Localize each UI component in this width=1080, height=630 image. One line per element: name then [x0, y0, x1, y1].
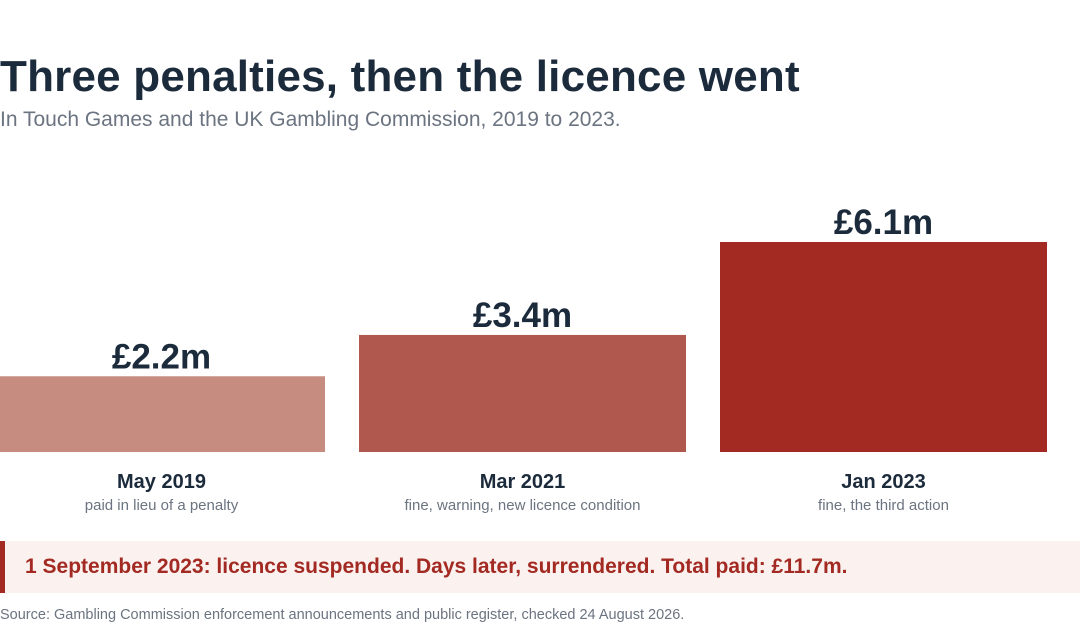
- chart-title: Three penalties, then the licence went: [0, 52, 800, 101]
- value-label-2: £3.4m: [473, 296, 572, 335]
- value-label-1: £2.2m: [112, 337, 211, 376]
- bar-chart: £2.2m May 2019 paid in lieu of a penalty £3…: [0, 203, 1047, 514]
- bar-1: [0, 376, 325, 452]
- category-label-3: Jan 2023: [841, 471, 926, 493]
- category-note-3: fine, the third action: [818, 497, 949, 514]
- category-label-1: May 2019: [117, 471, 206, 493]
- bar-2: [359, 334, 686, 452]
- callout-text: 1 September 2023: licence suspended. Day…: [25, 555, 848, 578]
- bar-3: [720, 242, 1047, 452]
- category-note-1: paid in lieu of a penalty: [85, 497, 239, 514]
- category-note-2: fine, warning, new licence condition: [405, 497, 641, 514]
- chart-subtitle: In Touch Games and the UK Gambling Commi…: [0, 108, 621, 131]
- category-label-2: Mar 2021: [480, 471, 566, 493]
- suspension-callout: 1 September 2023: licence suspended. Day…: [0, 541, 1080, 593]
- source-note: Source: Gambling Commission enforcement …: [0, 607, 685, 623]
- value-label-3: £6.1m: [834, 203, 933, 242]
